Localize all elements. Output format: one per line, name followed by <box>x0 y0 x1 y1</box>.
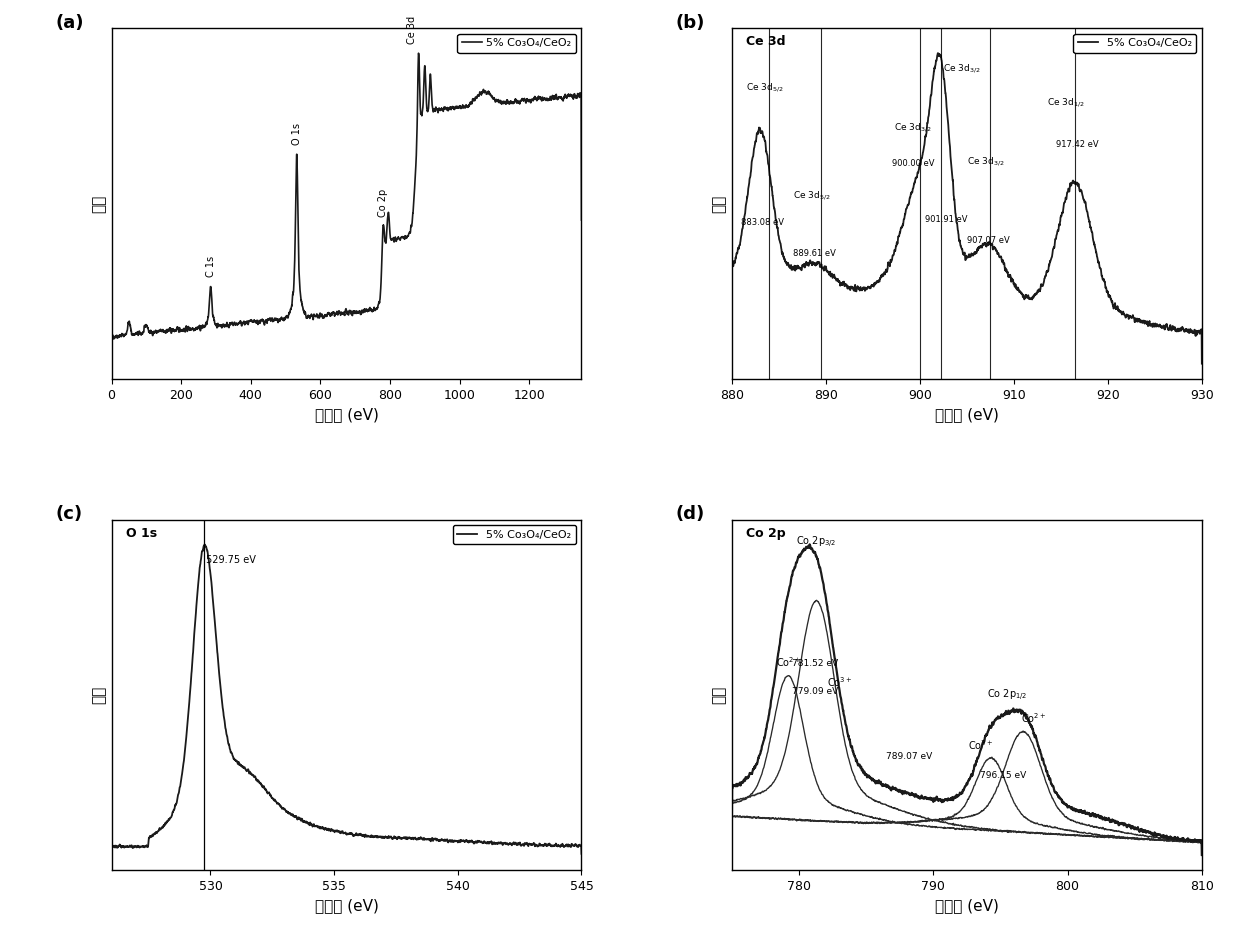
Text: 889.61 eV: 889.61 eV <box>793 249 836 258</box>
Text: 781.52 eV: 781.52 eV <box>792 659 839 668</box>
Text: 907.07 eV: 907.07 eV <box>966 236 1010 245</box>
Legend: 5% Co₃O₄/CeO₂: 5% Co₃O₄/CeO₂ <box>457 34 576 53</box>
Text: 529.75 eV: 529.75 eV <box>206 554 256 565</box>
Text: Ce 3d$_{5/2}$: Ce 3d$_{5/2}$ <box>746 80 783 94</box>
Text: (d): (d) <box>675 505 705 523</box>
Text: Ce 3d: Ce 3d <box>406 16 416 44</box>
Text: Ce 3d$_{5/2}$: Ce 3d$_{5/2}$ <box>793 189 830 202</box>
Text: Ce 3d: Ce 3d <box>746 35 786 48</box>
Text: Ce 3d$_{3/2}$: Ce 3d$_{3/2}$ <box>966 155 1005 168</box>
Text: Co 2p$_{1/2}$: Co 2p$_{1/2}$ <box>987 689 1027 704</box>
Text: Co 2p: Co 2p <box>378 188 388 217</box>
Text: Ce 3d$_{3/2}$: Ce 3d$_{3/2}$ <box>893 121 930 134</box>
Text: 789.07 eV: 789.07 eV <box>886 752 933 762</box>
Text: Co$^{2+}$: Co$^{2+}$ <box>1021 711 1047 725</box>
Text: 901.91 eV: 901.91 eV <box>924 215 968 223</box>
Text: Co$^{2+}$: Co$^{2+}$ <box>776 656 800 670</box>
Y-axis label: 强度: 强度 <box>711 195 726 213</box>
Text: (a): (a) <box>55 14 83 32</box>
Y-axis label: 强度: 强度 <box>711 686 726 704</box>
Text: 779.09 eV: 779.09 eV <box>792 687 839 696</box>
Y-axis label: 强度: 强度 <box>90 195 107 213</box>
Text: Co$^{3+}$: Co$^{3+}$ <box>826 675 852 690</box>
Text: C 1s: C 1s <box>206 256 216 277</box>
Text: O 1s: O 1s <box>291 123 302 145</box>
Text: 900.00 eV: 900.00 eV <box>892 159 934 167</box>
Text: Co$^{3+}$: Co$^{3+}$ <box>968 738 992 752</box>
Text: 796.15 eV: 796.15 eV <box>980 771 1027 780</box>
Text: 883.08 eV: 883.08 eV <box>741 218 784 227</box>
X-axis label: 结合能 (eV): 结合能 (eV) <box>935 408 999 423</box>
Text: (c): (c) <box>55 505 82 523</box>
Text: (b): (b) <box>675 14 705 32</box>
Text: Co 2p: Co 2p <box>746 527 786 539</box>
X-axis label: 结合能 (eV): 结合能 (eV) <box>935 899 999 914</box>
Y-axis label: 强度: 强度 <box>90 686 107 704</box>
X-axis label: 结合能 (eV): 结合能 (eV) <box>315 899 378 914</box>
Legend: 5% Co₃O₄/CeO₂: 5% Co₃O₄/CeO₂ <box>453 525 576 544</box>
Text: Ce 3d$_{3/2}$: Ce 3d$_{3/2}$ <box>943 62 981 75</box>
Text: O 1s: O 1s <box>125 527 157 539</box>
Text: 917.42 eV: 917.42 eV <box>1056 140 1099 149</box>
Text: Co 2p$_{3/2}$: Co 2p$_{3/2}$ <box>797 534 836 550</box>
Text: Ce 3d$_{1/2}$: Ce 3d$_{1/2}$ <box>1047 96 1084 109</box>
X-axis label: 结合能 (eV): 结合能 (eV) <box>315 408 378 423</box>
Legend: 5% Co₃O₄/CeO₂: 5% Co₃O₄/CeO₂ <box>1073 34 1197 53</box>
